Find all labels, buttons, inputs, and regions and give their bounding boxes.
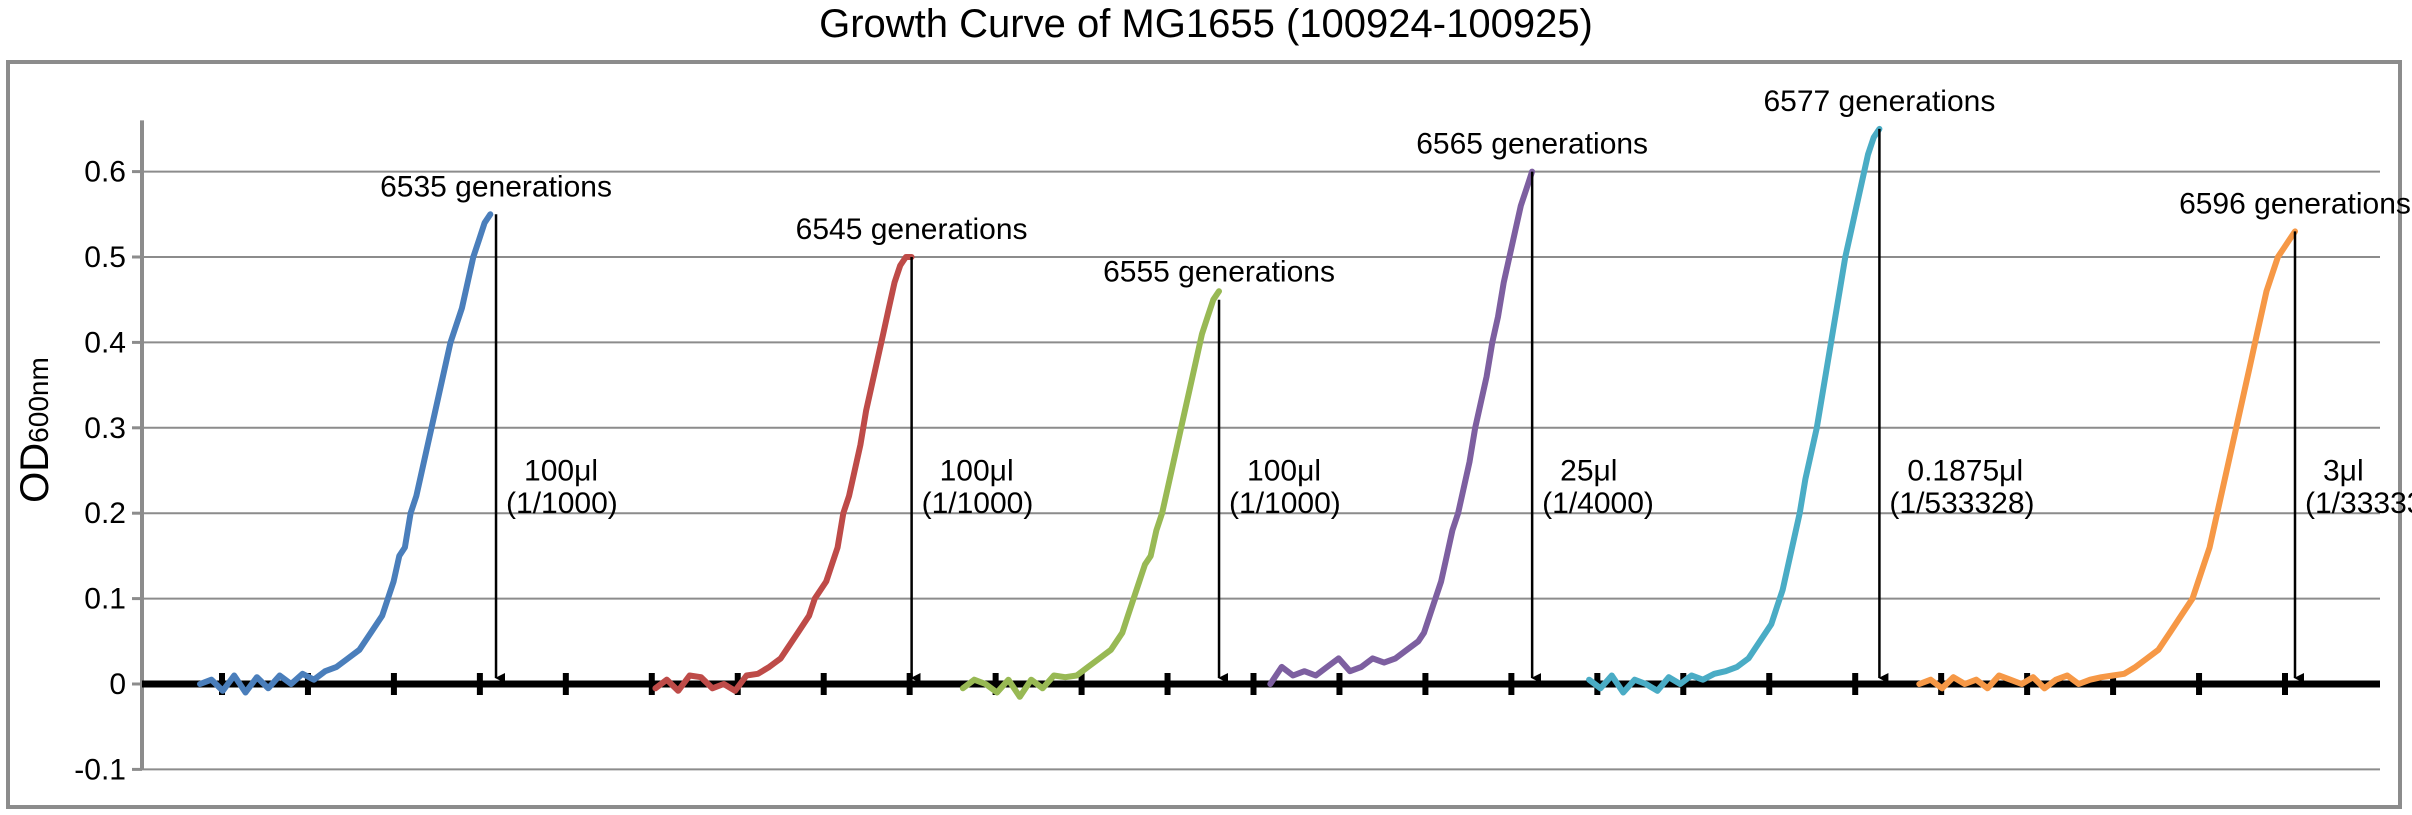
plot-frame bbox=[6, 60, 2402, 809]
dilution-volume-label: 100μl bbox=[940, 455, 1014, 488]
y-axis-label-sub: 600nm bbox=[23, 357, 54, 443]
series-line-4 bbox=[1267, 168, 1536, 687]
series-line-1 bbox=[197, 211, 494, 696]
dilution-ratio-label: (1/4000) bbox=[1542, 487, 1654, 520]
dilution-ratio-label: (1/1000) bbox=[922, 487, 1034, 520]
y-tick-label: 0 bbox=[109, 668, 126, 701]
generation-label: 6577 generations bbox=[1763, 85, 1995, 118]
generation-label: 6555 generations bbox=[1103, 256, 1335, 289]
dilution-volume-label: 25μl bbox=[1560, 455, 1617, 488]
y-tick-label: 0.6 bbox=[84, 156, 126, 189]
series-line-3 bbox=[959, 288, 1222, 700]
dilution-ratio-label: (1/533328) bbox=[1889, 487, 2034, 520]
grid-lines bbox=[142, 170, 2380, 771]
y-tick-label: 0.3 bbox=[84, 412, 126, 445]
series-line-2 bbox=[652, 254, 915, 694]
y-tick-label: 0.2 bbox=[84, 497, 126, 530]
generation-label: 6545 generations bbox=[796, 213, 1028, 246]
y-tick-label: 0.1 bbox=[84, 583, 126, 616]
generation-label: 6535 generations bbox=[380, 170, 612, 203]
dilution-volume-label: 100μl bbox=[1247, 455, 1321, 488]
dilution-ratio-label: (1/1000) bbox=[506, 487, 618, 520]
y-tick-label: 0.4 bbox=[84, 326, 126, 359]
series-line-5 bbox=[1586, 125, 1883, 696]
dilution-volume-label: 0.1875μl bbox=[1907, 455, 2023, 488]
dilution-ratio-label: (1/1000) bbox=[1229, 487, 1341, 520]
y-axis-label: OD600nm bbox=[13, 357, 57, 503]
dilution-ratio-label: (1/33333) bbox=[2305, 487, 2412, 520]
y-tick-label: 0.5 bbox=[84, 241, 126, 274]
y-axis-label-main: OD bbox=[13, 443, 57, 503]
dilution-volume-label: 3μl bbox=[2323, 455, 2364, 488]
series-lines bbox=[197, 125, 2298, 700]
y-tick-label: -0.1 bbox=[74, 753, 126, 786]
dilution-volume-label: 100μl bbox=[524, 455, 598, 488]
generation-label: 6596 generations bbox=[2179, 187, 2411, 220]
generation-label: 6565 generations bbox=[1416, 128, 1648, 161]
series-line-6 bbox=[1916, 228, 2298, 692]
chart-title: Growth Curve of MG1655 (100924-100925) bbox=[819, 2, 1593, 46]
axes: 0.6 0.5 0.4 0.3 0.2 0.1 0 -0.1 bbox=[74, 120, 2380, 786]
